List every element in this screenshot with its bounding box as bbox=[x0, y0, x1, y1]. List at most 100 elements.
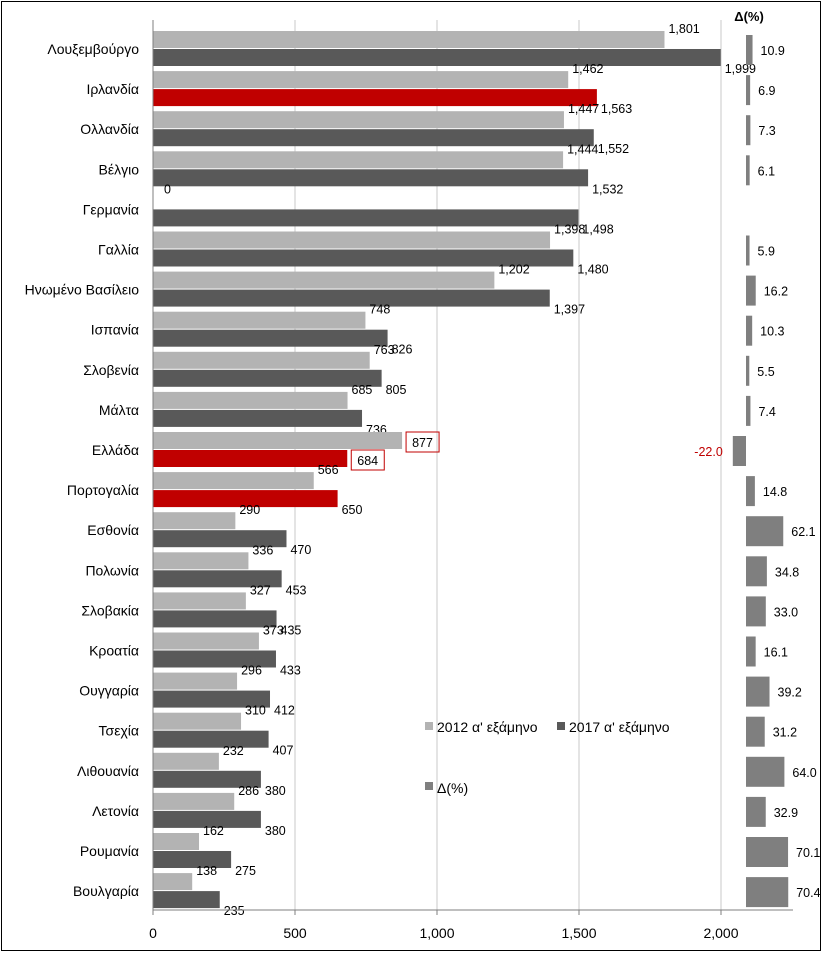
category-label: Πολωνία bbox=[85, 562, 139, 578]
delta-label: 16.2 bbox=[764, 285, 788, 299]
data-label-2017: 453 bbox=[286, 583, 307, 597]
legend-label-2012: 2012 α' εξάμηνο bbox=[437, 719, 538, 735]
delta-bar bbox=[746, 395, 751, 426]
data-label-2017: 412 bbox=[274, 704, 295, 718]
data-label-2012: 310 bbox=[245, 704, 266, 718]
delta-bar bbox=[746, 796, 766, 827]
bar-2017 bbox=[153, 490, 338, 508]
data-label-2012: 373 bbox=[263, 624, 284, 638]
bar-2012 bbox=[153, 712, 242, 730]
delta-label: 5.5 bbox=[757, 365, 774, 379]
bar-2012 bbox=[153, 231, 551, 249]
data-label-2017: 433 bbox=[280, 664, 301, 678]
bar-2012 bbox=[153, 792, 235, 810]
bar-2012 bbox=[153, 71, 569, 89]
delta-bar bbox=[746, 756, 785, 787]
category-label: Λιθουανία bbox=[77, 763, 139, 779]
delta-bar bbox=[746, 155, 750, 186]
delta-label: 62.1 bbox=[791, 525, 815, 539]
category-label: Γερμανία bbox=[83, 201, 139, 217]
data-label-2017: 1,552 bbox=[598, 142, 629, 156]
delta-bar bbox=[746, 716, 765, 747]
bar-2012 bbox=[153, 432, 403, 449]
data-label-2017: 826 bbox=[392, 343, 413, 357]
delta-bar bbox=[746, 476, 755, 507]
data-label-2012: 685 bbox=[352, 383, 373, 397]
delta-label: 6.1 bbox=[758, 164, 775, 178]
x-tick-label: 1,500 bbox=[561, 925, 596, 941]
delta-bar bbox=[746, 676, 770, 707]
data-label-2012: 1,444 bbox=[567, 142, 598, 156]
delta-label: 6.9 bbox=[758, 84, 775, 98]
bar-2012 bbox=[153, 632, 259, 650]
legend-label-delta: Δ(%) bbox=[437, 780, 468, 796]
category-label: Λετονία bbox=[92, 803, 139, 819]
bar-2017 bbox=[153, 369, 382, 387]
data-label-2017: 407 bbox=[273, 744, 294, 758]
bar-2012 bbox=[153, 873, 193, 891]
delta-label: 10.9 bbox=[761, 44, 785, 58]
category-label: Ρουμανία bbox=[80, 843, 139, 859]
bar-2017 bbox=[153, 530, 287, 548]
data-label-2012: 290 bbox=[239, 503, 260, 517]
delta-bar bbox=[746, 275, 756, 306]
delta-label: 32.9 bbox=[774, 806, 798, 820]
data-label-2017: 1,480 bbox=[577, 263, 608, 277]
data-label-2012: 232 bbox=[223, 744, 244, 758]
bar-2012 bbox=[153, 752, 219, 770]
delta-label: 10.3 bbox=[760, 325, 784, 339]
data-label-2012: 763 bbox=[374, 343, 395, 357]
bar-2017 bbox=[153, 89, 597, 107]
data-label-2012: 162 bbox=[203, 824, 224, 838]
legend: 2012 α' εξάμηνο 2017 α' εξάμηνο Δ(%) bbox=[425, 719, 670, 796]
delta-bar bbox=[746, 355, 750, 386]
data-label-2012: 327 bbox=[250, 583, 271, 597]
delta-panel: Δ(%) 10.9 6.9 7.3 6.1 5.9 16.2 10.3 5.5 7.4 -22.0 1… bbox=[694, 9, 821, 908]
data-label-2012: 336 bbox=[252, 543, 273, 557]
bar-2012 bbox=[153, 351, 370, 369]
bar-2017 bbox=[153, 650, 276, 668]
bar-2017 bbox=[153, 610, 277, 628]
bar-2017 bbox=[153, 891, 220, 909]
delta-bar bbox=[746, 556, 767, 587]
legend-swatch-2012 bbox=[425, 722, 433, 730]
bar-2017 bbox=[153, 49, 721, 66]
category-label: Σλοβενία bbox=[83, 362, 139, 378]
data-label-2017: 1,563 bbox=[601, 102, 632, 116]
delta-label: 14.8 bbox=[763, 485, 787, 499]
data-label-2012: 1,462 bbox=[572, 62, 603, 76]
delta-label: 31.2 bbox=[773, 726, 797, 740]
highlight-box-2017 bbox=[350, 449, 385, 471]
category-label: Τσεχία bbox=[99, 723, 139, 739]
delta-bar bbox=[746, 235, 750, 266]
delta-label: 7.4 bbox=[758, 405, 775, 419]
data-label-2012: 138 bbox=[196, 864, 217, 878]
bar-2017 bbox=[153, 810, 261, 828]
bar-2012 bbox=[153, 271, 495, 289]
bar-2017 bbox=[153, 770, 261, 788]
bar-2012 bbox=[153, 111, 564, 129]
delta-label: 5.9 bbox=[758, 245, 775, 259]
data-label-2012: 0 bbox=[164, 182, 171, 196]
bar-2012 bbox=[153, 672, 238, 690]
bar-2012 bbox=[153, 151, 564, 169]
data-label-2017: 1,532 bbox=[592, 182, 623, 196]
bar-2017 bbox=[153, 851, 232, 868]
data-label-2017: 1,999 bbox=[725, 62, 756, 76]
delta-bar bbox=[746, 115, 751, 146]
data-label-2017: 235 bbox=[224, 904, 245, 918]
x-tick-label: 2,000 bbox=[703, 925, 738, 941]
category-label: Μάλτα bbox=[99, 402, 139, 418]
delta-bar bbox=[746, 75, 751, 106]
data-label-2012: 1,801 bbox=[668, 22, 699, 36]
data-label-2012: 1,447 bbox=[568, 102, 599, 116]
data-label-2017: 435 bbox=[281, 623, 302, 637]
bar-2012 bbox=[153, 552, 249, 570]
legend-label-2017: 2017 α' εξάμηνο bbox=[569, 719, 670, 735]
data-label-2017: 275 bbox=[235, 864, 256, 878]
bar-2012 bbox=[153, 512, 236, 530]
delta-bar bbox=[746, 837, 789, 867]
category-label: Γαλλία bbox=[98, 242, 139, 258]
bar-2017 bbox=[153, 690, 271, 708]
